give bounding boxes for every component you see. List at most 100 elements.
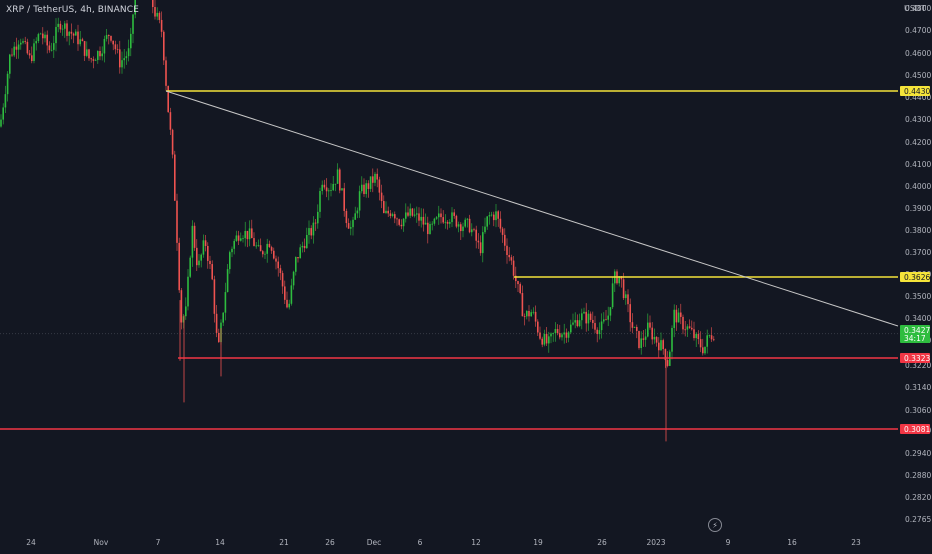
candle-body — [451, 212, 453, 223]
candle-body — [123, 58, 125, 61]
price-badge-bg — [900, 353, 930, 363]
candle-body — [693, 329, 695, 339]
candle-body — [301, 245, 304, 248]
candle-body — [636, 326, 638, 331]
price-tick-label: 0.2820 — [905, 493, 931, 502]
candle-body — [79, 39, 81, 45]
candle-body — [438, 213, 440, 218]
price-tick-label: 0.3500 — [905, 292, 931, 301]
candle-body — [708, 335, 711, 337]
time-axis[interactable]: 24 Nov 7 14 21 26 Dec 6 12 19 26 2023 9 16 23 — [26, 538, 861, 547]
candle-body — [339, 169, 341, 191]
price-axis[interactable]: 0.4800 0.4700 0.4600 0.4500 0.4400 0.4300 0.42… — [905, 4, 931, 524]
price-tick-label: 0.3400 — [905, 314, 931, 323]
candle-body — [398, 219, 400, 225]
candle-body — [31, 55, 33, 62]
candle-body — [572, 322, 574, 325]
candle-body — [42, 33, 44, 39]
candle-body — [702, 347, 704, 354]
candle-body — [453, 212, 455, 216]
candle-body — [407, 212, 409, 216]
candle-body — [541, 338, 543, 345]
candle-body — [83, 41, 86, 56]
candle-body — [246, 230, 249, 240]
price-tick-label: 0.4800 — [905, 4, 931, 13]
price-tick-label: 0.4500 — [905, 71, 931, 80]
candle-body — [55, 26, 57, 44]
trendline[interactable] — [165, 90, 899, 327]
candle-body — [15, 46, 18, 50]
candle-body — [372, 176, 374, 183]
candle-body — [528, 310, 530, 317]
candle-body — [163, 31, 165, 61]
lightning-bolt-icon[interactable]: ⚡ — [708, 518, 722, 532]
price-badge-bg — [900, 272, 930, 282]
candle-body — [270, 247, 273, 251]
candle-body — [88, 49, 90, 59]
candle-body — [644, 336, 647, 340]
candle-body — [273, 250, 275, 259]
candle-body — [152, 0, 154, 8]
candle-body — [244, 230, 246, 239]
candle-body — [127, 48, 130, 57]
price-tick-label: 0.4600 — [905, 49, 931, 58]
candle-body — [706, 335, 708, 347]
candle-body — [22, 41, 24, 43]
price-tick-label: 0.4300 — [905, 115, 931, 124]
time-tick-label: 16 — [787, 538, 797, 547]
candle-body — [46, 34, 48, 46]
candle-body — [420, 216, 422, 221]
candle-body — [380, 192, 383, 202]
candle-body — [587, 313, 590, 324]
candle-body — [532, 311, 535, 313]
candle-body — [460, 224, 462, 232]
candle-body — [222, 312, 224, 323]
symbol-title[interactable]: XRP / TetherUS, 4h, BINANCE — [6, 5, 139, 15]
candle-body — [688, 326, 691, 328]
candle-body — [50, 49, 53, 51]
candle-body — [499, 218, 502, 229]
candle-body — [110, 35, 112, 41]
candle-body — [97, 51, 99, 61]
candle-body — [660, 340, 662, 351]
candle-body — [598, 330, 601, 335]
candle-body — [638, 330, 640, 348]
candle-body — [695, 333, 697, 339]
candle-body — [504, 234, 506, 246]
candle-body — [213, 279, 216, 314]
price-tick-label: 0.4200 — [905, 138, 931, 147]
candle-body — [519, 284, 521, 294]
time-tick-label: 19 — [533, 538, 543, 547]
candle-body — [332, 184, 334, 191]
candle-body — [257, 245, 260, 247]
drawings-layer[interactable] — [0, 90, 899, 430]
price-badge-label: 0.3626 — [904, 273, 930, 282]
candle-body — [86, 49, 88, 56]
candle-body — [174, 154, 176, 201]
candle-body — [607, 315, 609, 320]
candle-body — [501, 228, 504, 235]
candle-body — [53, 43, 55, 50]
candle-body — [510, 257, 513, 261]
candle-body — [653, 336, 656, 340]
candle-body — [545, 333, 548, 344]
candle-body — [618, 276, 620, 284]
price-badge-label: 0.3427 — [904, 326, 930, 335]
price-tick-label: 0.2765 — [905, 515, 931, 524]
candle-body — [306, 234, 308, 249]
candle-body — [431, 223, 433, 225]
candle-body — [697, 333, 700, 340]
candle-body — [506, 245, 508, 255]
candle-body — [574, 320, 576, 323]
candle-body — [44, 34, 46, 39]
candle-body — [319, 191, 321, 212]
candle-body — [334, 183, 337, 185]
candle-body — [570, 324, 572, 333]
candle-body — [523, 316, 526, 318]
candle-body — [482, 232, 484, 254]
candle-body — [103, 38, 106, 54]
candle-body — [680, 312, 682, 317]
candle-body — [132, 14, 134, 34]
